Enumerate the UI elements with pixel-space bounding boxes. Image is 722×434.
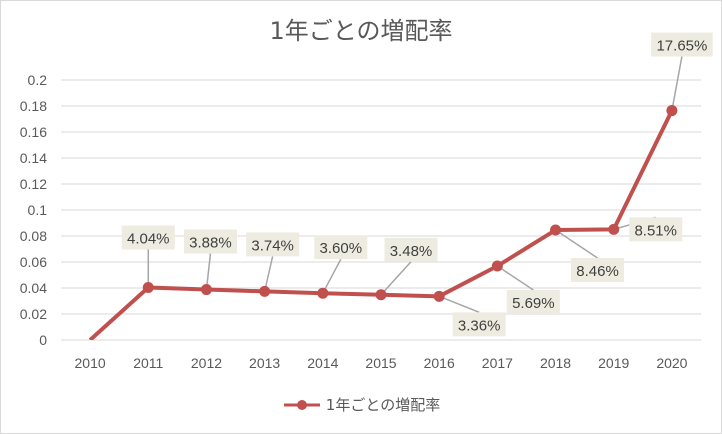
leader-line bbox=[438, 295, 480, 314]
data-label: 8.46% bbox=[576, 263, 619, 280]
data-label: 17.65% bbox=[656, 38, 707, 55]
y-tick-label: 0.06 bbox=[20, 254, 47, 270]
data-label-box bbox=[629, 217, 683, 242]
x-tick-label: 2020 bbox=[656, 355, 687, 371]
y-tick-label: 0 bbox=[39, 332, 47, 348]
x-tick-label: 2012 bbox=[191, 355, 222, 371]
legend: 1年ごとの増配率 bbox=[1, 394, 721, 415]
data-label-box bbox=[452, 312, 506, 337]
y-tick-label: 0.04 bbox=[20, 280, 47, 296]
y-tick-label: 0.02 bbox=[20, 306, 47, 322]
leader-line bbox=[380, 261, 412, 296]
leader-line bbox=[322, 258, 342, 294]
series-line bbox=[88, 109, 674, 340]
data-label-box bbox=[121, 225, 175, 250]
y-tick-label: 0.12 bbox=[20, 176, 47, 192]
data-point bbox=[259, 285, 271, 297]
data-label: 3.88% bbox=[189, 235, 232, 252]
data-point bbox=[142, 281, 154, 293]
leader-line bbox=[263, 256, 274, 292]
y-tick-label: 0.16 bbox=[20, 124, 47, 140]
data-label-box bbox=[314, 235, 368, 260]
data-point bbox=[666, 105, 678, 117]
leader-line bbox=[205, 253, 212, 290]
leader-line bbox=[671, 56, 683, 111]
x-tick-label: 2016 bbox=[424, 355, 455, 371]
x-tick-label: 2010 bbox=[75, 355, 106, 371]
data-point bbox=[375, 289, 387, 301]
y-tick-label: 0.1 bbox=[28, 202, 48, 218]
data-label-box bbox=[183, 229, 237, 254]
data-label: 4.04% bbox=[127, 230, 170, 247]
leader-line bbox=[555, 229, 598, 259]
data-point bbox=[608, 223, 620, 235]
data-label-box bbox=[246, 232, 300, 257]
y-tick-label: 0.14 bbox=[20, 150, 47, 166]
chart-title: 1年ごとの増配率 bbox=[269, 17, 453, 45]
data-label: 5.69% bbox=[512, 295, 555, 312]
data-point bbox=[550, 224, 562, 236]
data-point bbox=[317, 287, 329, 299]
data-point bbox=[433, 290, 445, 302]
data-label-box bbox=[651, 32, 713, 57]
y-tick-label: 0.08 bbox=[20, 228, 47, 244]
leader-line bbox=[496, 265, 534, 291]
y-tick-label: 0.2 bbox=[28, 72, 48, 88]
data-label: 8.51% bbox=[634, 222, 677, 239]
y-tick-label: 0.18 bbox=[20, 98, 47, 114]
data-label-box bbox=[571, 258, 625, 283]
x-tick-label: 2014 bbox=[307, 355, 338, 371]
x-tick-label: 2013 bbox=[249, 355, 280, 371]
data-label: 3.36% bbox=[458, 317, 501, 334]
data-label: 3.60% bbox=[320, 240, 363, 257]
x-tick-label: 2018 bbox=[540, 355, 571, 371]
data-point bbox=[200, 284, 212, 296]
x-tick-label: 2011 bbox=[133, 355, 163, 371]
data-point bbox=[491, 260, 503, 272]
legend-swatch-dot bbox=[296, 399, 307, 410]
data-label: 3.74% bbox=[251, 237, 294, 254]
legend-marker-icon bbox=[283, 399, 320, 410]
data-label-box bbox=[384, 237, 438, 262]
x-tick-label: 2019 bbox=[598, 355, 629, 371]
x-tick-label: 2017 bbox=[482, 355, 513, 371]
data-label: 3.48% bbox=[390, 243, 433, 260]
legend-label: 1年ごとの増配率 bbox=[325, 396, 441, 414]
data-label-box bbox=[506, 290, 560, 315]
x-tick-label: 2015 bbox=[365, 355, 396, 371]
